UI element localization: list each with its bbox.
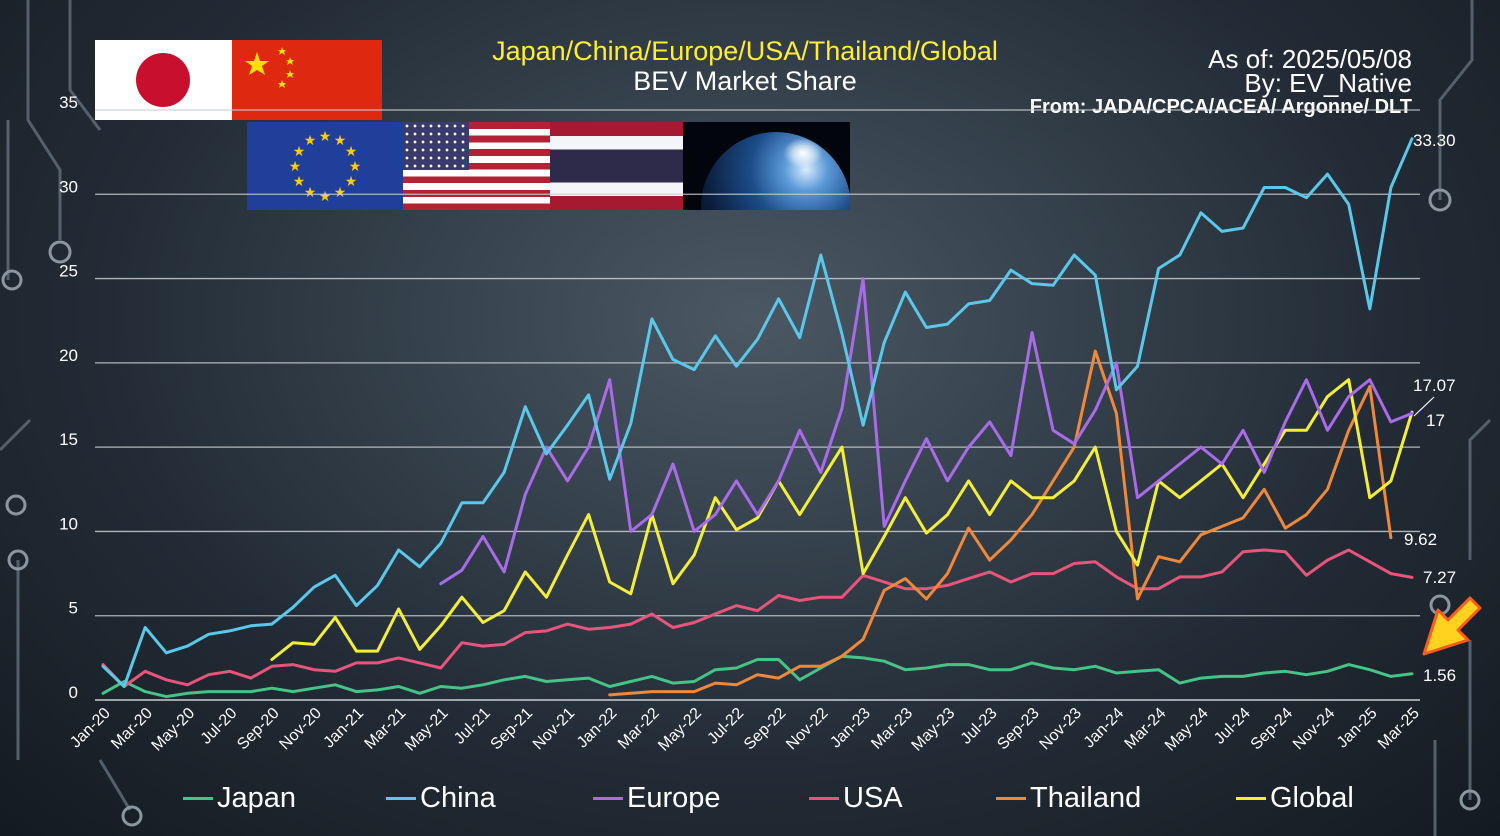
x-tick-label: Sep-24 [1248, 705, 1297, 754]
x-tick-label: Nov-24 [1290, 705, 1339, 754]
legend-item-global: Global [1236, 778, 1354, 818]
legend-label: Europe [627, 781, 721, 814]
legend-item-europe: Europe [593, 778, 721, 818]
svg-text:★: ★ [345, 174, 358, 190]
legend-swatch [996, 796, 1026, 800]
eu-flag: ★ ★ ★ ★ ★ ★ ★ ★ ★ ★ ★ ★ [247, 122, 403, 210]
chart-title-line1: Japan/China/Europe/USA/Thailand/Global [492, 36, 998, 66]
x-tick-label: May-24 [1162, 705, 1212, 755]
chart-title-line2: BEV Market Share [633, 66, 857, 96]
svg-text:★: ★ [319, 189, 332, 205]
sun-glow [783, 138, 823, 168]
series-line-china [101, 137, 1414, 688]
svg-text:★: ★ [349, 159, 362, 175]
highlight-arrow-icon [1422, 596, 1482, 656]
usa-flag [403, 122, 550, 210]
x-tick-label: Sep-22 [741, 705, 790, 754]
legend-label: Thailand [1030, 781, 1142, 814]
legend-item-usa: USA [809, 778, 903, 818]
y-tick-label: 35 [59, 93, 78, 112]
series-line-thailand [608, 349, 1393, 697]
x-tick-label: May-22 [655, 705, 705, 755]
x-tick-label: Sep-20 [234, 705, 283, 754]
legend-label: Japan [217, 781, 297, 814]
legend-label: USA [843, 781, 903, 814]
end-label-global: 17.07 [1413, 376, 1456, 395]
x-tick-label: Mar-20 [108, 705, 156, 753]
usa-flag-canton [403, 122, 469, 170]
global-label-leader [1413, 396, 1435, 417]
x-tick-label: Nov-22 [783, 705, 832, 754]
y-tick-label: 15 [59, 430, 78, 449]
legend-item-thailand: Thailand [996, 778, 1141, 818]
legend-label: Global [1270, 781, 1354, 814]
x-tick-label: Jan-24 [1081, 705, 1128, 752]
china-flag [232, 40, 382, 120]
legend-swatch [1236, 796, 1266, 800]
svg-text:★: ★ [334, 133, 347, 149]
legend-item-china: China [386, 778, 496, 818]
japan-flag [95, 40, 232, 120]
x-tick-label: Nov-21 [530, 705, 579, 754]
as-of-date: As of: 2025/05/08 [1208, 44, 1412, 74]
y-tick-label: 10 [59, 514, 78, 533]
legend-swatch [593, 796, 623, 800]
series-line-europe [439, 277, 1414, 586]
svg-text:★: ★ [293, 174, 306, 190]
earth-image [683, 122, 850, 210]
x-tick-label: Mar-23 [868, 705, 916, 753]
x-tick-label: Jan-25 [1334, 705, 1381, 752]
y-tick-label: 5 [69, 599, 78, 618]
legend-item-japan: Japan [183, 778, 296, 818]
x-tick-label: Sep-23 [994, 705, 1043, 754]
legend-label: China [420, 781, 496, 814]
end-label-japan: 1.56 [1423, 666, 1456, 685]
y-tick-label: 20 [59, 346, 78, 365]
x-tick-label: May-23 [909, 705, 959, 755]
data-source: From: JADA/CPCA/ACEA/ Argonne/ DLT [1029, 96, 1412, 118]
end-label-europe: 17 [1426, 411, 1445, 430]
y-tick-label: 25 [59, 262, 78, 281]
y-tick-label: 30 [59, 177, 78, 196]
series-line-japan [101, 654, 1414, 699]
x-tick-label: Mar-22 [615, 705, 663, 753]
series-line-usa [101, 548, 1414, 688]
x-tick-label: Mar-24 [1122, 705, 1170, 753]
x-tick-label: Jan-22 [574, 705, 621, 752]
legend-swatch [183, 796, 213, 800]
svg-text:★: ★ [304, 185, 317, 201]
end-label-thailand: 9.62 [1404, 530, 1437, 549]
thailand-flag [550, 122, 683, 210]
x-tick-label: Jan-21 [321, 705, 368, 752]
svg-text:★: ★ [319, 129, 332, 145]
x-tick-label: Jan-20 [67, 705, 114, 752]
x-tick-label: Mar-25 [1375, 705, 1423, 753]
svg-text:★: ★ [293, 144, 306, 160]
x-tick-label: Nov-23 [1037, 705, 1086, 754]
x-tick-label: Sep-21 [488, 705, 537, 754]
japan-flag-disc [136, 53, 190, 107]
legend-swatch [809, 796, 839, 800]
svg-text:★: ★ [334, 185, 347, 201]
x-tick-label: Mar-21 [362, 705, 410, 753]
author-credit: By: EV_Native [1244, 68, 1412, 98]
end-label-china: 33.30 [1413, 131, 1456, 150]
legend-swatch [386, 796, 416, 800]
y-tick-label: 0 [69, 683, 78, 702]
x-tick-label: May-21 [402, 705, 452, 755]
end-label-usa: 7.27 [1423, 568, 1456, 587]
x-tick-label: Nov-20 [276, 705, 325, 754]
x-tick-label: May-20 [149, 705, 199, 755]
chart-legend: Japan China Europe USA Thailand Global [0, 778, 1500, 818]
svg-text:★: ★ [289, 159, 302, 175]
svg-text:★: ★ [345, 144, 358, 160]
x-tick-label: Jan-23 [827, 705, 874, 752]
svg-text:★: ★ [304, 133, 317, 149]
